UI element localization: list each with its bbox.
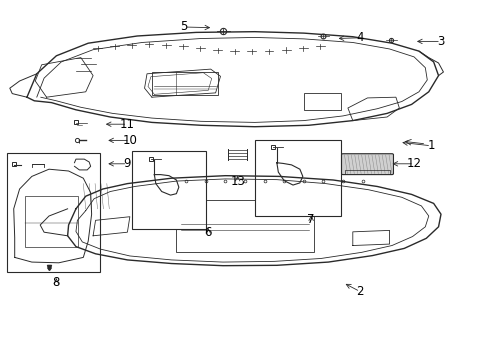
FancyBboxPatch shape [342, 154, 393, 175]
Text: 6: 6 [204, 226, 212, 239]
Text: 9: 9 [123, 157, 131, 170]
Text: 1: 1 [427, 139, 435, 152]
Text: 11: 11 [120, 118, 135, 131]
Text: 8: 8 [52, 276, 60, 289]
Text: 13: 13 [230, 175, 245, 188]
Bar [24, 196, 78, 247]
Bar [255, 140, 341, 216]
Text: 7: 7 [307, 213, 315, 226]
Text: 10: 10 [122, 134, 137, 147]
Text: 12: 12 [407, 157, 421, 170]
Text: 3: 3 [437, 35, 445, 48]
Text: 4: 4 [356, 31, 364, 44]
Text: 2: 2 [356, 285, 364, 298]
Text: 5: 5 [180, 21, 188, 33]
Bar [7, 153, 100, 272]
Bar [132, 151, 206, 229]
